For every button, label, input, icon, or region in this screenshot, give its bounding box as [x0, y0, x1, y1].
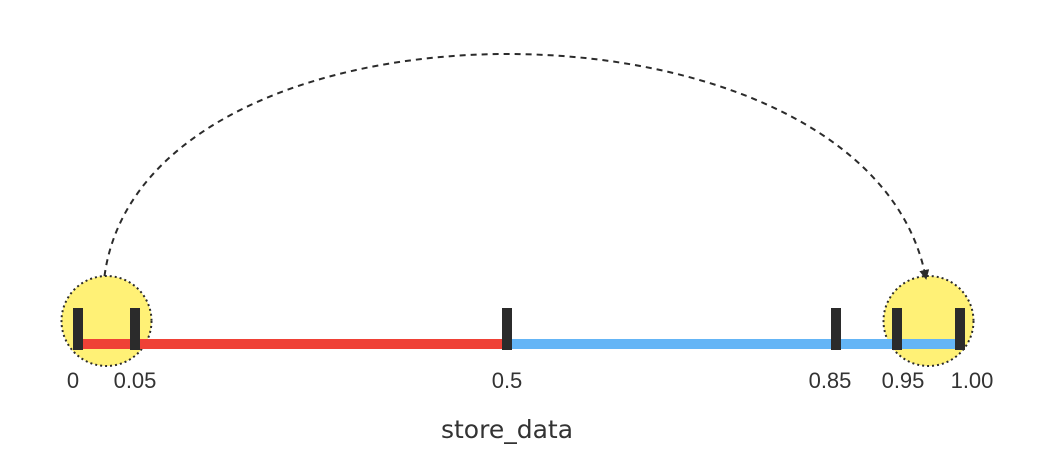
tick-label-4: 0.95	[882, 368, 925, 393]
dashed-arc-arrow	[103, 53, 930, 280]
tick-marker-4	[892, 308, 902, 350]
right-segment	[507, 339, 955, 349]
tick-marker-1	[130, 308, 140, 350]
tick-marker-2	[502, 308, 512, 350]
caption: store_data	[441, 415, 573, 444]
tick-marker-3	[831, 308, 841, 350]
tick-labels: 0 0.05 0.5 0.85 0.95 1.00	[67, 368, 994, 393]
tick-markers	[73, 308, 965, 350]
tick-label-0: 0	[67, 368, 79, 393]
tick-label-2: 0.5	[492, 368, 523, 393]
left-segment	[83, 339, 507, 349]
tick-marker-5	[955, 308, 965, 350]
tick-label-1: 0.05	[114, 368, 157, 393]
tick-label-5: 1.00	[951, 368, 994, 393]
line-segments	[83, 339, 955, 349]
tick-marker-0	[73, 308, 83, 350]
tick-label-3: 0.85	[809, 368, 852, 393]
